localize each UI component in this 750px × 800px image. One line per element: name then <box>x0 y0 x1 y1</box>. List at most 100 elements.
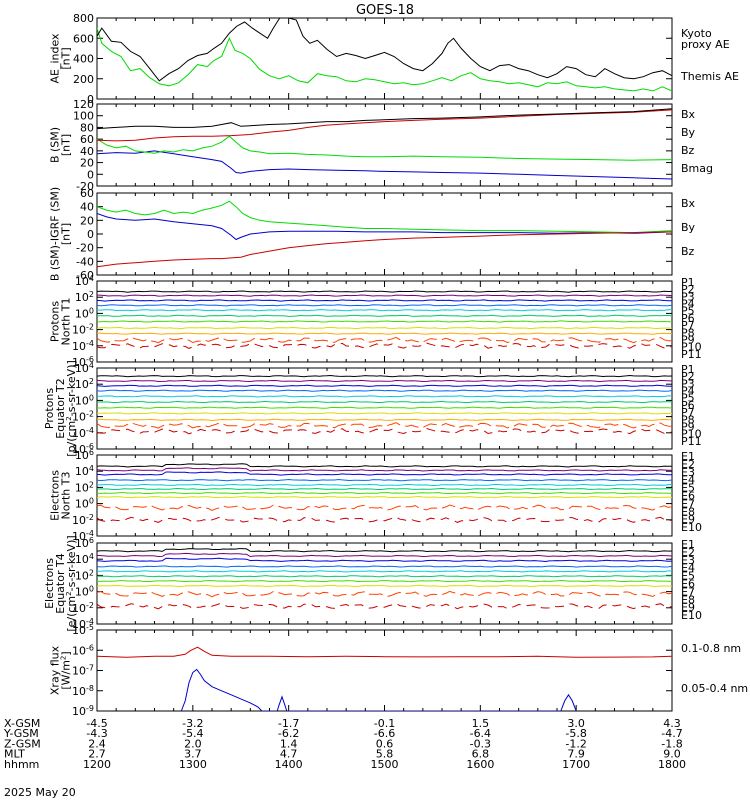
y-tick-label: 10-2 <box>72 410 94 424</box>
y-axis-label-line: [nT] <box>60 47 73 69</box>
y-tick-label: 102 <box>75 480 94 494</box>
y-tick-label: 10-2 <box>72 323 94 337</box>
x-row-value: -0.3 <box>470 737 491 750</box>
x-row-value: -5.8 <box>565 727 586 740</box>
legend-label: P2 <box>681 370 695 383</box>
legend-label: P4 <box>681 385 695 398</box>
y-tick-label: -40 <box>76 255 94 268</box>
legend-label: E4 <box>681 474 695 487</box>
legend-label: 0.1-0.8 nm <box>681 642 741 655</box>
y-tick-label: 10-6 <box>72 643 94 657</box>
x-row-value: -1.7 <box>278 717 299 730</box>
legend-label: Bmag <box>681 162 713 175</box>
legend-label: P10 <box>681 428 702 441</box>
series-line <box>97 384 672 388</box>
y-tick-label: 10-5 <box>72 623 94 637</box>
x-row-value: 2.4 <box>88 737 106 750</box>
x-row-label: Y-GSM <box>3 727 39 740</box>
series-line <box>97 557 672 563</box>
legend-label: P6 <box>681 399 695 412</box>
legend-label: E5 <box>681 482 695 495</box>
y-tick-label: 102 <box>75 290 94 304</box>
y-axis-label-line: [p/(cm2-s-sr-keV)] <box>65 360 78 457</box>
legend-label: E4 <box>681 562 695 575</box>
legend-label: P9 <box>681 333 695 346</box>
legend-label: P9 <box>681 420 695 433</box>
legend-label: P11 <box>681 435 702 448</box>
series-line <box>97 326 672 330</box>
legend-label: P7 <box>681 406 695 419</box>
y-axis-label-line: [e/(cm2-s-sr-keV)] <box>65 535 78 631</box>
x-row-value: 1500 <box>371 758 399 771</box>
series-line <box>97 467 672 472</box>
x-row-value: 1.4 <box>280 737 298 750</box>
series-line <box>97 231 672 268</box>
x-row-value: -1.8 <box>661 737 682 750</box>
panel-frame <box>96 542 673 625</box>
series-line <box>97 294 672 297</box>
series-line <box>97 406 672 409</box>
legend-label: Bz <box>681 245 695 258</box>
y-tick-label: 10-9 <box>72 704 94 718</box>
y-tick-label: 104 <box>75 274 94 288</box>
y-tick-label: 10-4 <box>72 339 94 353</box>
legend-label: E5 <box>681 570 695 583</box>
y-tick-label: 104 <box>75 552 94 566</box>
x-row-value: 4.3 <box>663 717 681 730</box>
x-row-value: 3.0 <box>567 717 585 730</box>
y-tick-label: 40 <box>80 201 94 214</box>
series-line <box>97 504 672 511</box>
series-line <box>97 332 672 335</box>
y-axis-label: Xray flux[W/m2] <box>49 645 73 695</box>
panel-frame <box>96 103 673 187</box>
legend-label: E1 <box>681 450 695 463</box>
y-tick-label: 10-4 <box>72 529 94 543</box>
y-axis-label-line: B (SM)-IGRF (SM) <box>49 187 62 281</box>
series-line <box>97 304 672 307</box>
panel-frame <box>96 192 673 276</box>
series-line <box>97 495 672 499</box>
y-tick-label: -20 <box>76 180 94 193</box>
series-line <box>97 342 672 349</box>
y-tick-label: 600 <box>73 32 94 45</box>
legend-label: E7 <box>681 497 695 510</box>
x-row-label: X-GSM <box>4 717 40 730</box>
series-line <box>97 418 672 422</box>
panel-8: 10-9 10-8 10-7 10-6 10-5 Xray flux[W/m2] 0.1-0… <box>49 623 749 718</box>
x-row-value: 2.7 <box>88 748 106 761</box>
x-axis-table: X-GSM -4.5 -3.2 -1.7 -0.1 1.5 3.0 4.3 Y-GSM -4.3 -… <box>3 717 686 771</box>
x-row-value: 1400 <box>275 758 303 771</box>
legend-label: E10 <box>681 521 702 534</box>
legend-label: E2 <box>681 546 695 559</box>
y-tick-label: 100 <box>75 497 94 511</box>
series-line <box>97 516 672 523</box>
x-row-value: 9.0 <box>663 748 681 761</box>
y-tick-label: 10-8 <box>72 684 94 698</box>
series-line <box>97 478 672 482</box>
y-tick-label: 20 <box>80 214 94 227</box>
panel-frame <box>96 629 673 712</box>
series-line <box>97 400 672 404</box>
series-line <box>97 374 672 378</box>
series-line <box>97 412 672 415</box>
legend-label: E6 <box>681 578 695 591</box>
series-line <box>97 487 672 491</box>
series-line <box>97 309 672 312</box>
series-line <box>97 314 672 317</box>
legend-label: P3 <box>681 377 695 390</box>
series-line <box>97 422 672 429</box>
chart-title: GOES-18 <box>356 3 414 18</box>
series-line <box>97 299 672 302</box>
x-row-value: -4.5 <box>86 717 107 730</box>
y-axis-label-line: Equator T2 <box>54 378 67 438</box>
y-tick-label: 10-4 <box>72 617 94 631</box>
x-row-value: -5.4 <box>182 727 203 740</box>
